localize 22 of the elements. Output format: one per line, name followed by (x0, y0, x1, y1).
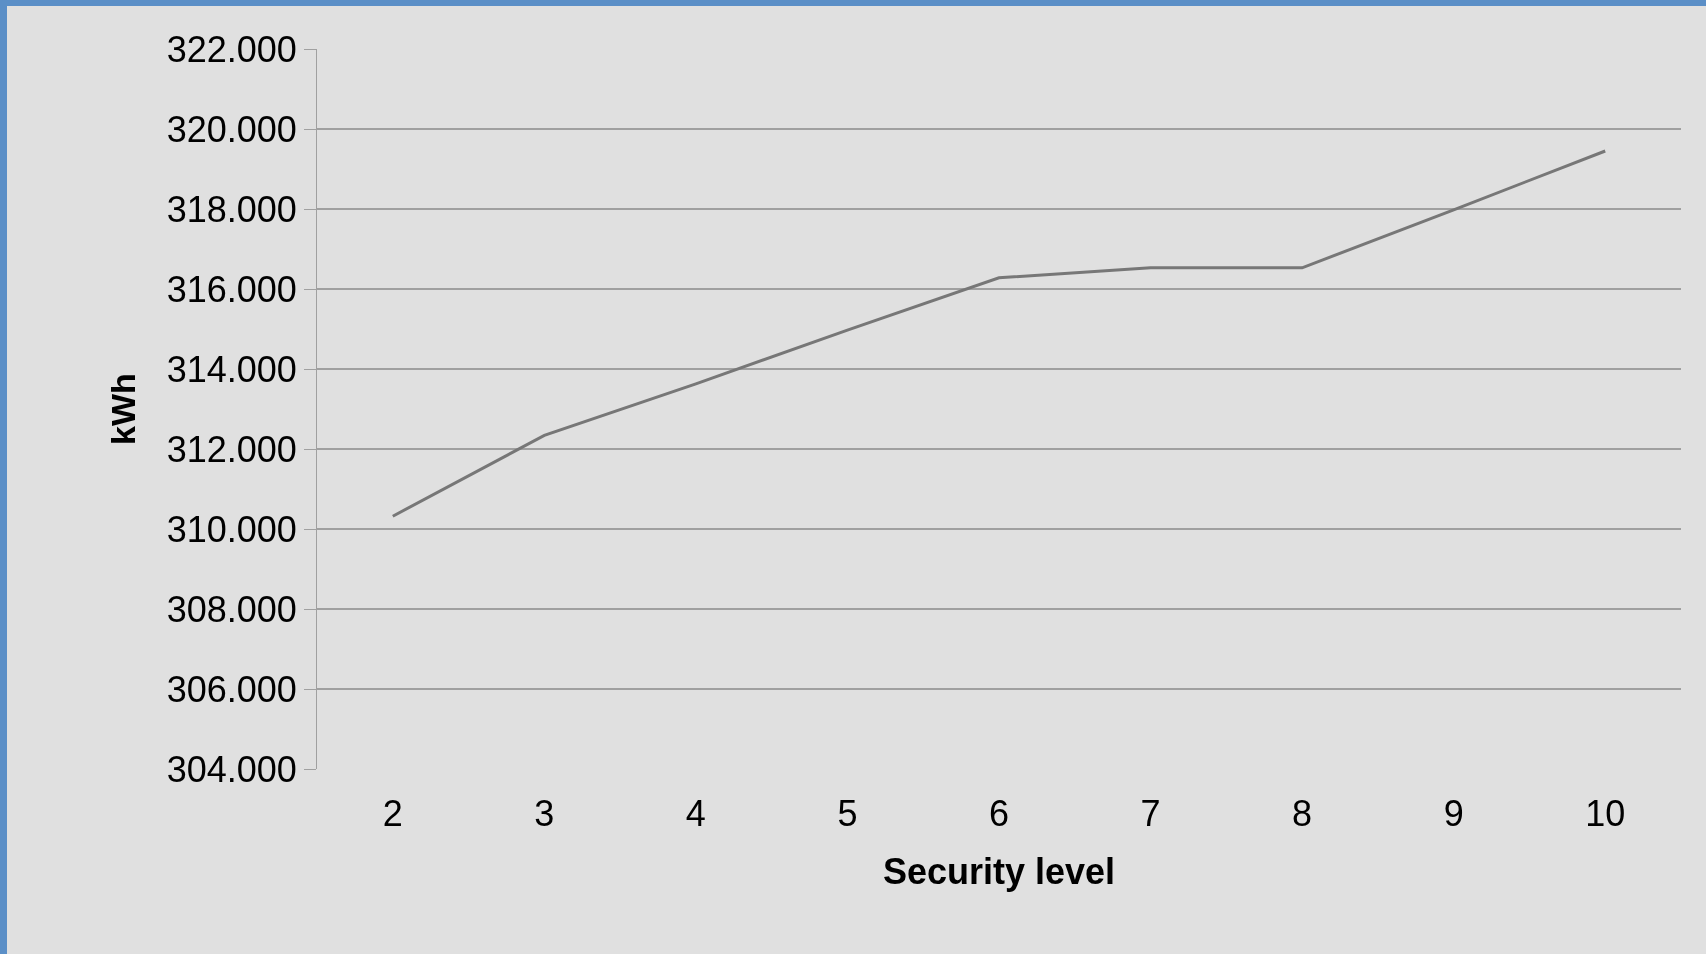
x-tick-label: 4 (685, 793, 706, 834)
x-tick-label: 3 (534, 793, 555, 834)
y-tick-label: 314.000 (166, 348, 297, 390)
y-tick-label: 318.000 (166, 188, 297, 230)
y-tick-label: 322.000 (166, 28, 297, 70)
y-axis-title: kWh (104, 373, 143, 445)
x-tick-label: 2 (382, 793, 403, 834)
y-tick-label: 320.000 (166, 108, 297, 150)
x-axis-title: Security level (882, 850, 1116, 892)
y-tick-label: 304.000 (166, 748, 297, 790)
y-tick-label: 306.000 (166, 668, 297, 710)
line-series (391, 149, 1607, 518)
x-tick-label: 8 (1292, 793, 1313, 834)
y-tick-label: 308.000 (166, 588, 297, 630)
y-tick-label: 310.000 (166, 508, 297, 550)
y-tick-label: 312.000 (166, 428, 297, 470)
x-tick-label: 10 (1585, 793, 1626, 834)
x-tick-label: 9 (1443, 793, 1464, 834)
y-tick-label: 316.000 (166, 268, 297, 310)
x-tick-label: 6 (988, 793, 1010, 834)
x-tick-label: 5 (837, 793, 858, 834)
x-tick-label: 7 (1140, 793, 1161, 834)
